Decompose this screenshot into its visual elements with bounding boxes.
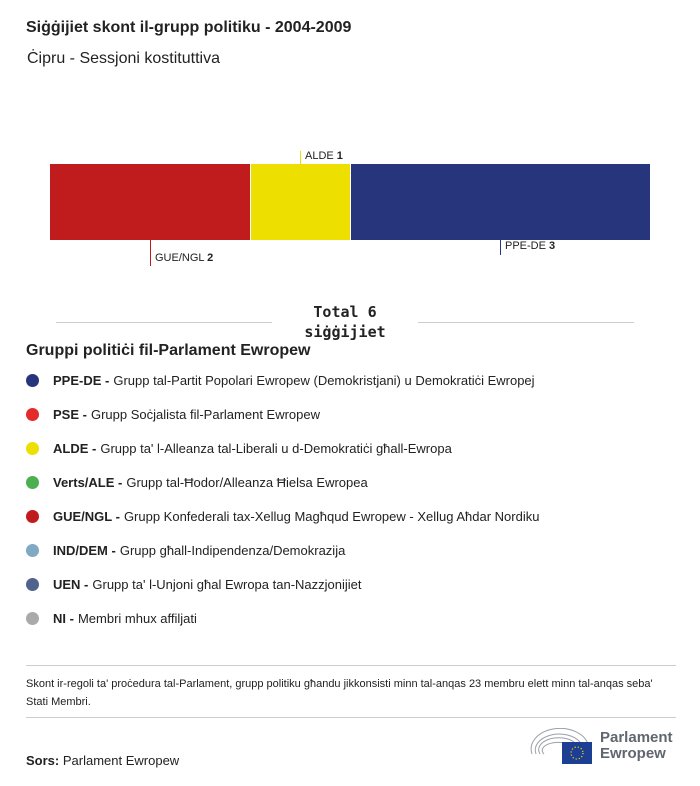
segment-value: 2 xyxy=(207,252,214,264)
bar-segment xyxy=(251,164,350,240)
segment-name: ALDE xyxy=(305,150,337,162)
legend-desc: Grupp ta' l-Unjoni għal Ewropa tan-Nazzj… xyxy=(92,577,362,592)
divider xyxy=(418,322,634,323)
legend-desc: Grupp tal-Partit Popolari Ewropew (Demok… xyxy=(113,373,535,388)
legend-abbr: PSE - xyxy=(53,407,87,422)
legend-dot-icon xyxy=(26,408,39,421)
segment-value: 1 xyxy=(336,150,343,162)
legend-desc: Grupp Soċjalista fil-Parlament Ewropew xyxy=(90,407,321,422)
legend-item: Verts/ALE - Grupp tal-Ħodor/Alleanza Ħiel… xyxy=(26,475,368,490)
segment-name: PPE-DE xyxy=(505,240,550,252)
legend-item: GUE/NGL - Grupp Konfederali tax-Xellug Ma… xyxy=(26,509,539,524)
legend-dot-icon xyxy=(26,374,39,387)
source-value: Parlament Ewropew xyxy=(62,753,180,768)
chart-subtitle: Ċipru - Sessjoni kostituttiva xyxy=(27,50,220,67)
legend-item: PPE-DE - Grupp tal-Partit Popolari Ewrope… xyxy=(26,373,535,388)
divider xyxy=(26,717,676,718)
legend-abbr: ALDE - xyxy=(53,441,97,456)
label-leader-line xyxy=(500,240,501,255)
legend-abbr: Verts/ALE - xyxy=(53,475,123,490)
legend-dot-icon xyxy=(26,578,39,591)
legend-item: NI - Membri mhux affiljati xyxy=(26,611,197,626)
divider xyxy=(56,322,272,323)
divider xyxy=(26,665,676,666)
legend-dot-icon xyxy=(26,476,39,489)
total-label: Total 6 xyxy=(313,303,377,321)
bar-segment xyxy=(351,164,650,240)
ep-logo: Parlament Ewropew xyxy=(530,728,673,764)
legend-desc: Membri mhux affiljati xyxy=(77,611,197,626)
hemicycle-flag-icon xyxy=(530,728,592,764)
legend-item: UEN - Grupp ta' l-Unjoni għal Ewropa tan-… xyxy=(26,577,362,592)
source: Sors: Parlament Ewropew xyxy=(26,753,179,768)
segment-label: GUE/NGL 2 xyxy=(155,252,213,264)
legend-dot-icon xyxy=(26,612,39,625)
legend-item: ALDE - Grupp ta' l-Alleanza tal-Liberali … xyxy=(26,441,452,456)
total-unit: siġġijiet xyxy=(304,323,386,341)
legend-dot-icon xyxy=(26,544,39,557)
segment-label: ALDE 1 xyxy=(305,150,343,162)
legend-title: Gruppi politiċi fil-Parlament Ewropew xyxy=(26,342,311,359)
source-label: Sors: xyxy=(26,753,60,768)
label-leader-line xyxy=(150,240,151,266)
total-seats: Total 6 siġġijiet xyxy=(272,302,418,342)
legend-abbr: NI - xyxy=(53,611,74,626)
bar-segment xyxy=(50,164,250,240)
segment-value: 3 xyxy=(549,240,556,252)
logo-line2: Ewropew xyxy=(600,745,666,762)
legend-desc: Grupp għall-Indipendenza/Demokrazija xyxy=(119,543,346,558)
legend-dot-icon xyxy=(26,510,39,523)
legend-dot-icon xyxy=(26,442,39,455)
legend-abbr: UEN - xyxy=(53,577,89,592)
legend-item: PSE - Grupp Soċjalista fil-Parlament Ewro… xyxy=(26,407,320,422)
footnote: Skont ir-regoli ta' proċedura tal-Parlam… xyxy=(26,678,653,708)
chart-title: Siġġijiet skont il-grupp politiku - 2004… xyxy=(26,19,352,36)
logo-line1: Parlament xyxy=(600,729,673,746)
legend-item: IND/DEM - Grupp għall-Indipendenza/Demokr… xyxy=(26,543,345,558)
legend-abbr: PPE-DE - xyxy=(53,373,110,388)
legend-desc: Grupp Konfederali tax-Xellug Magħqud Ewr… xyxy=(123,509,540,524)
legend-desc: Grupp tal-Ħodor/Alleanza Ħielsa Ewropea xyxy=(126,475,368,490)
legend-abbr: GUE/NGL - xyxy=(53,509,120,524)
segment-label: PPE-DE 3 xyxy=(505,240,555,252)
segment-name: GUE/NGL xyxy=(155,252,208,264)
label-leader-line xyxy=(300,151,301,164)
legend-abbr: IND/DEM - xyxy=(53,543,116,558)
legend-desc: Grupp ta' l-Alleanza tal-Liberali u d-De… xyxy=(100,441,452,456)
